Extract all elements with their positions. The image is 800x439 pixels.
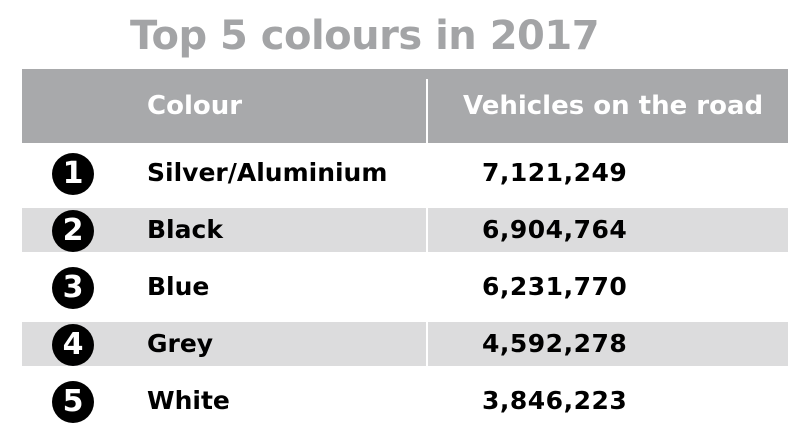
vehicles-cell: 4,592,278 — [482, 329, 628, 358]
rank-badge: 5 — [52, 381, 94, 423]
rank-badge: 1 — [52, 153, 94, 195]
rank-badge: 3 — [52, 267, 94, 309]
chart-title: Top 5 colours in 2017 — [130, 13, 600, 59]
vehicles-cell: 3,846,223 — [482, 386, 628, 415]
column-header-colour: Colour — [147, 91, 243, 121]
colours-table: Colour Vehicles on the road 1 Silver/Alu… — [22, 69, 788, 439]
colour-cell: Silver/Aluminium — [147, 158, 388, 187]
table-row: 4 Grey 4,592,278 — [22, 314, 788, 371]
colour-cell: White — [147, 386, 230, 415]
colour-cell: Grey — [147, 329, 214, 358]
table-row: 2 Black 6,904,764 — [22, 200, 788, 257]
table-body: 1 Silver/Aluminium 7,121,249 2 Black 6,9… — [22, 143, 788, 428]
vehicles-cell: 7,121,249 — [482, 158, 628, 187]
column-divider — [426, 79, 428, 439]
row-shading — [22, 208, 788, 252]
rank-badge: 4 — [52, 324, 94, 366]
vehicles-cell: 6,231,770 — [482, 272, 628, 301]
row-shading — [22, 322, 788, 366]
vehicles-cell: 6,904,764 — [482, 215, 628, 244]
table-row: 3 Blue 6,231,770 — [22, 257, 788, 314]
table-row: 1 Silver/Aluminium 7,121,249 — [22, 143, 788, 200]
colour-cell: Black — [147, 215, 223, 244]
table-header: Colour Vehicles on the road — [22, 69, 788, 143]
table-row: 5 White 3,846,223 — [22, 371, 788, 428]
colour-cell: Blue — [147, 272, 210, 301]
rank-badge: 2 — [52, 210, 94, 252]
column-header-vehicles: Vehicles on the road — [463, 91, 764, 121]
